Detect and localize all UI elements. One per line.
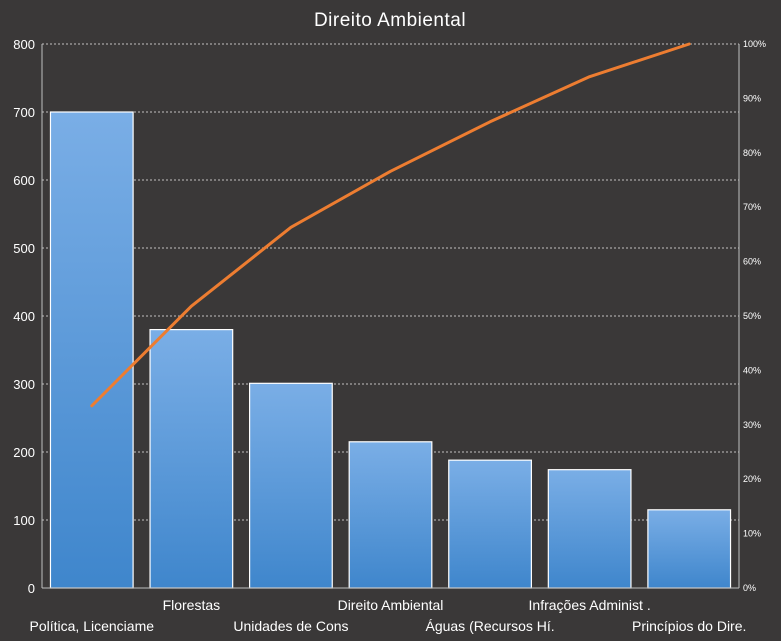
y-tick-label: 600 bbox=[13, 173, 35, 188]
y-tick-label: 400 bbox=[13, 309, 35, 324]
y-tick-label: 800 bbox=[13, 37, 35, 52]
x-tick-label: Princípios do Dire. bbox=[632, 618, 746, 634]
y-tick-label: 100 bbox=[13, 513, 35, 528]
y2-tick-label: 90% bbox=[743, 93, 761, 103]
x-tick-label: Unidades de Cons bbox=[233, 618, 348, 634]
x-tick-label: Infrações Administ . bbox=[529, 597, 651, 613]
y2-tick-label: 80% bbox=[743, 148, 761, 158]
bar bbox=[547, 469, 632, 589]
chart-title: Direito Ambiental bbox=[314, 10, 466, 31]
y2-tick-label: 50% bbox=[743, 311, 761, 321]
x-tick-label: Direito Ambiental bbox=[338, 597, 444, 613]
bar bbox=[249, 382, 333, 589]
y-tick-label: 0 bbox=[28, 581, 35, 596]
y2-tick-label: 100% bbox=[743, 39, 766, 49]
y-tick-label: 500 bbox=[13, 241, 35, 256]
x-tick-label: Águas (Recursos Hí. bbox=[425, 618, 554, 634]
y2-tick-label: 0% bbox=[743, 583, 756, 593]
y-tick-label: 300 bbox=[13, 377, 35, 392]
cumulative-line bbox=[90, 42, 691, 408]
x-tick-label: Política, Licenciame bbox=[30, 618, 155, 634]
bar bbox=[348, 441, 433, 589]
x-tick-label: Florestas bbox=[163, 597, 221, 613]
bar bbox=[647, 509, 732, 589]
y2-tick-label: 10% bbox=[743, 529, 761, 539]
y2-tick-label: 40% bbox=[743, 365, 761, 375]
bar bbox=[448, 459, 532, 589]
y2-tick-label: 60% bbox=[743, 257, 761, 267]
bar bbox=[149, 329, 234, 589]
y2-tick-label: 70% bbox=[743, 202, 761, 212]
y-tick-label: 200 bbox=[13, 445, 35, 460]
y2-tick-label: 30% bbox=[743, 420, 761, 430]
bar bbox=[49, 111, 134, 589]
y-tick-label: 700 bbox=[13, 105, 35, 120]
y2-tick-label: 20% bbox=[743, 474, 761, 484]
